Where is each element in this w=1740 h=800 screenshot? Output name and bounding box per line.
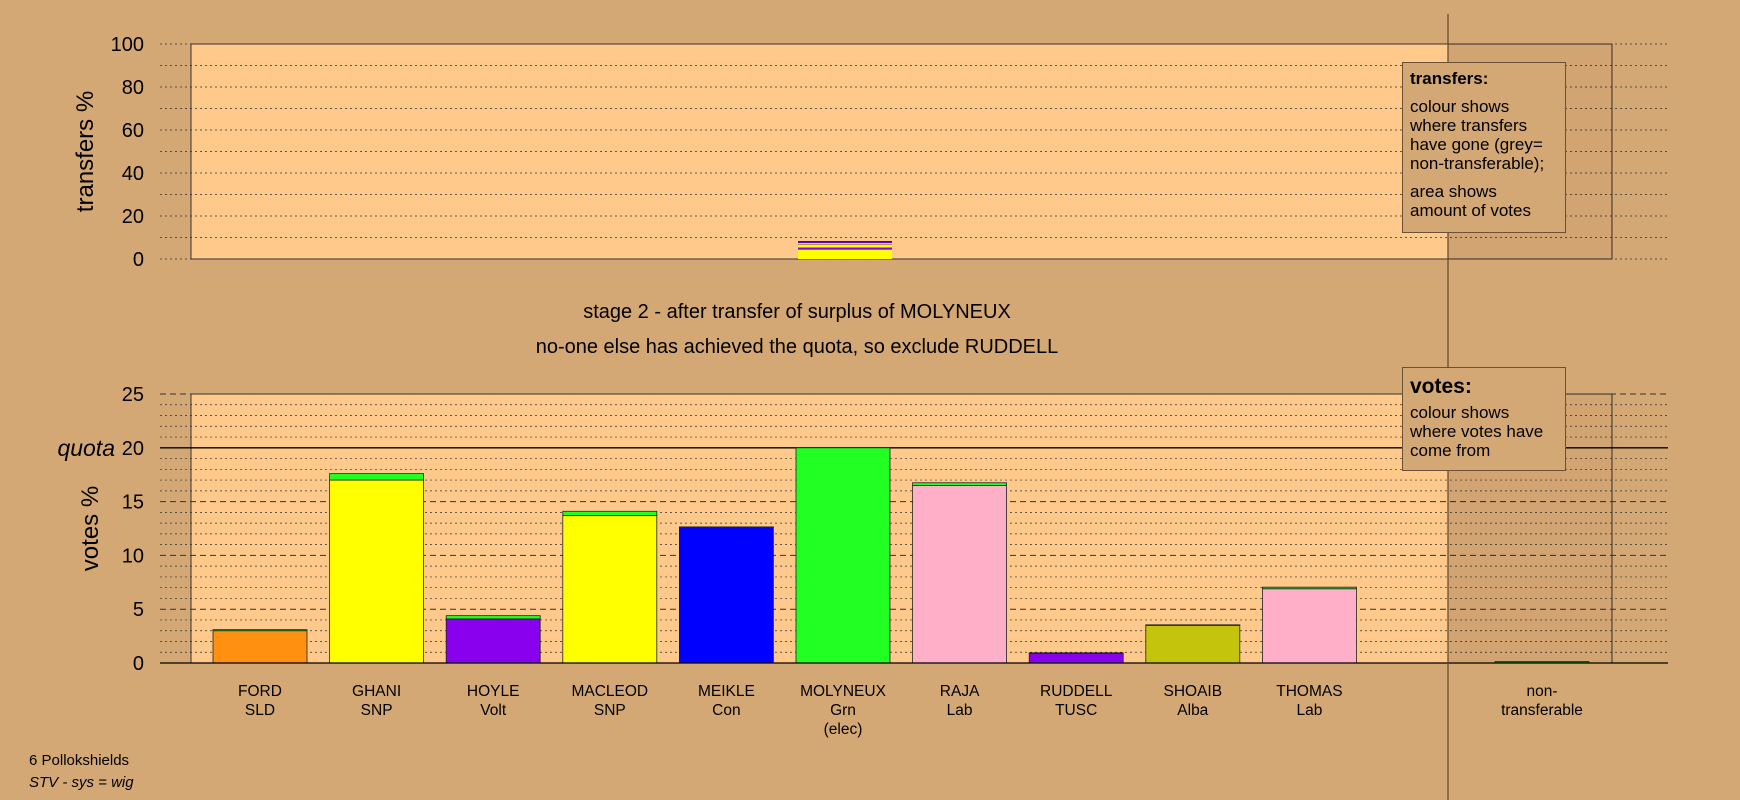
transfers-y-tick-label: 100 bbox=[111, 34, 144, 56]
vote-bar bbox=[1028, 652, 1124, 664]
vote-bar bbox=[679, 527, 774, 664]
vote-bar-transfer bbox=[212, 629, 308, 632]
transfers-legend: transfers: colour shows where transfers … bbox=[1402, 62, 1566, 233]
candidate-name-label: MEIKLE bbox=[698, 683, 755, 700]
vote-bar-transfer bbox=[679, 526, 774, 528]
transfers-legend-text: colour shows where transfers have gone (… bbox=[1410, 97, 1545, 173]
candidate-name-label: RUDDELL bbox=[1040, 683, 1113, 700]
candidate-name-label: THOMAS bbox=[1276, 683, 1342, 700]
vote-bar bbox=[329, 479, 425, 664]
candidate-party-label: Con bbox=[712, 702, 740, 719]
candidate-status-label: (elec) bbox=[824, 721, 863, 738]
candidate-name-label: GHANI bbox=[352, 683, 401, 700]
vote-bar-transfer bbox=[1145, 624, 1241, 626]
candidate-party-label: Lab bbox=[947, 702, 973, 719]
transfers-legend-heading: transfers: bbox=[1410, 69, 1489, 88]
transfer-bar-segment bbox=[798, 244, 892, 248]
votes-plot-area bbox=[190, 393, 1613, 664]
candidate-party-label: Alba bbox=[1177, 702, 1208, 719]
votes-y-tick-label: 15 bbox=[122, 492, 144, 514]
nontransferable-label: non- bbox=[1526, 683, 1557, 700]
vote-bar-transfer bbox=[912, 482, 1007, 486]
transfers-y-axis-label: transfers % bbox=[72, 91, 99, 212]
candidate-name-label: HOYLE bbox=[467, 683, 520, 700]
vote-bar-transfer bbox=[1262, 586, 1357, 590]
transfers-y-tick-label: 60 bbox=[122, 120, 144, 142]
votes-legend-text: colour shows where votes have come from bbox=[1410, 403, 1544, 460]
transfers-y-tick-label: 0 bbox=[133, 249, 144, 271]
transfer-bar-segment bbox=[798, 241, 892, 243]
quota-label: quota bbox=[57, 435, 115, 461]
candidate-name-label: MOLYNEUX bbox=[800, 683, 887, 700]
candidate-party-label: SLD bbox=[245, 702, 275, 719]
transfer-bar-segment bbox=[798, 242, 892, 245]
votes-y-tick-label: 5 bbox=[133, 599, 144, 621]
votes-chart: 0 5 10 15 20 25 quota votes % FORD SLD GHANI SNP HOY… bbox=[57, 384, 1668, 738]
vote-bar bbox=[562, 515, 658, 664]
vote-bar bbox=[1262, 588, 1357, 664]
vote-bar bbox=[795, 447, 891, 664]
vote-bar-transfer bbox=[445, 615, 541, 620]
vote-bar bbox=[912, 485, 1007, 664]
votes-y-tick-label: 0 bbox=[133, 653, 144, 675]
transfer-bar-segment bbox=[798, 249, 892, 259]
transfers-y-tick-label: 40 bbox=[122, 163, 144, 185]
candidate-name-label: RAJA bbox=[940, 683, 980, 700]
vote-bar-transfer bbox=[562, 510, 658, 516]
candidate-name-label: MACLEOD bbox=[571, 683, 648, 700]
vote-bar-transfer bbox=[1028, 652, 1124, 654]
vote-bar-transfer bbox=[329, 473, 425, 481]
candidate-party-label: SNP bbox=[594, 702, 626, 719]
footer-ward: 6 Pollokshields bbox=[29, 752, 130, 769]
votes-y-tick-label: 25 bbox=[122, 384, 144, 406]
transfers-chart: 0 20 40 60 80 100 transfers % bbox=[72, 34, 1668, 271]
transfers-y-tick-label: 80 bbox=[122, 77, 144, 99]
vote-bar bbox=[445, 618, 541, 664]
candidate-name-label: SHOAIB bbox=[1164, 683, 1223, 700]
votes-y-tick-label: 10 bbox=[122, 545, 144, 567]
votes-legend-heading: votes: bbox=[1410, 375, 1472, 398]
stage-subtitle: no-one else has achieved the quota, so e… bbox=[536, 336, 1059, 358]
votes-legend: votes: colour shows where votes have com… bbox=[1402, 367, 1566, 471]
votes-y-tick-label: 20 bbox=[122, 438, 144, 460]
transfer-bar-segment bbox=[798, 247, 892, 250]
votes-y-axis-label: votes % bbox=[77, 486, 104, 571]
nontransferable-label-2: transferable bbox=[1501, 702, 1583, 719]
candidate-party-label: TUSC bbox=[1055, 702, 1097, 719]
candidate-party-label: Grn bbox=[830, 702, 856, 719]
candidate-party-label: SNP bbox=[361, 702, 393, 719]
stage-title: stage 2 - after transfer of surplus of M… bbox=[583, 301, 1011, 323]
candidate-name-label: FORD bbox=[238, 683, 282, 700]
candidate-party-label: Lab bbox=[1296, 702, 1322, 719]
footer-system: STV - sys = wig bbox=[29, 774, 134, 791]
candidate-party-label: Volt bbox=[480, 702, 507, 719]
vote-bar bbox=[1145, 624, 1241, 664]
transfers-legend-text-2: area shows amount of votes bbox=[1410, 182, 1531, 220]
vote-bar bbox=[212, 630, 308, 664]
transfers-y-tick-label: 20 bbox=[122, 206, 144, 228]
